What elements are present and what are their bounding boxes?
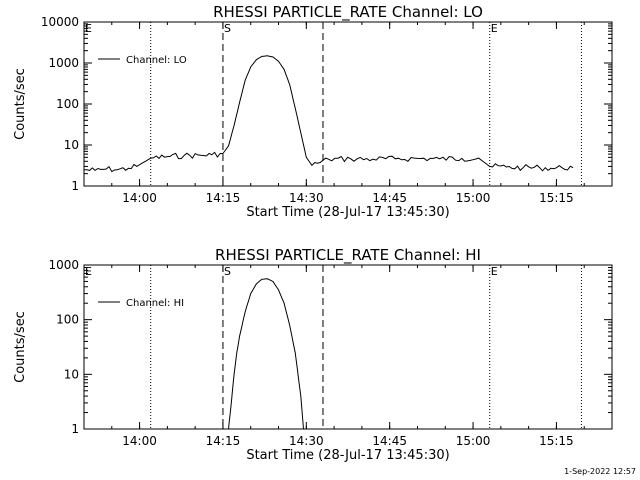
panel2-y-tick-label: 10 (64, 367, 79, 381)
panel1-y-tick-label: 100 (56, 97, 79, 111)
panel1-y-axis-label: Counts/sec (13, 68, 28, 140)
panel1-x-tick-label: 14:00 (122, 191, 157, 205)
panel2-x-tick-label: 15:00 (456, 434, 491, 448)
panel1-x-tick-label: 14:45 (372, 191, 407, 205)
panel1-x-tick-label: 15:15 (539, 191, 574, 205)
panel1-plot-frame (83, 21, 613, 187)
panel1-legend-label: Channel: LO (126, 55, 187, 66)
panel1-x-axis-label: Start Time (28-Jul-17 13:45:30) (246, 205, 449, 220)
panel2-y-tick-label: 100 (56, 313, 79, 327)
panel2-plot-frame (83, 264, 613, 430)
panel1-annotation-label: E (491, 22, 498, 35)
panel1-annotation-label: S (224, 22, 231, 35)
panel2-series-line (228, 278, 304, 430)
panel2-x-tick-label: 15:15 (539, 434, 574, 448)
panel2-annotation-label: E (491, 265, 498, 278)
panel1-y-tick-label: 10 (64, 138, 79, 152)
panel1-x-tick-label: 14:30 (289, 191, 324, 205)
panel2-x-tick-label: 14:30 (289, 434, 324, 448)
panel1-series-line (83, 55, 574, 173)
panel1-y-tick-label: 1 (71, 179, 79, 193)
panel2-y-axis-label: Counts/sec (13, 311, 28, 383)
panel1-y-tick-label: 1000 (48, 56, 79, 70)
generation-timestamp: 1-Sep-2022 12:57 (564, 467, 636, 476)
panel2-annotation-label: S (224, 265, 231, 278)
panel2-legend-label: Channel: HI (126, 298, 184, 309)
panel1-x-tick-label: 15:00 (456, 191, 491, 205)
panel2-x-axis-label: Start Time (28-Jul-17 13:45:30) (246, 448, 449, 463)
panel2-x-tick-label: 14:45 (372, 434, 407, 448)
panel1-annotation-label: E (85, 22, 92, 35)
panel1-chart-title: RHESSI PARTICLE_RATE Channel: LO (213, 3, 483, 22)
panel2-y-tick-label: 1 (71, 422, 79, 436)
panel1-y-tick-label: 10000 (41, 15, 79, 29)
panel2-x-tick-label: 14:00 (122, 434, 157, 448)
panel2-y-tick-label: 1000 (48, 258, 79, 272)
panel1-x-tick-label: 14:15 (206, 191, 241, 205)
panel2-x-tick-label: 14:15 (206, 434, 241, 448)
panel2-chart-title: RHESSI PARTICLE_RATE Channel: HI (215, 246, 481, 265)
panel2-annotation-label: E (85, 265, 92, 278)
